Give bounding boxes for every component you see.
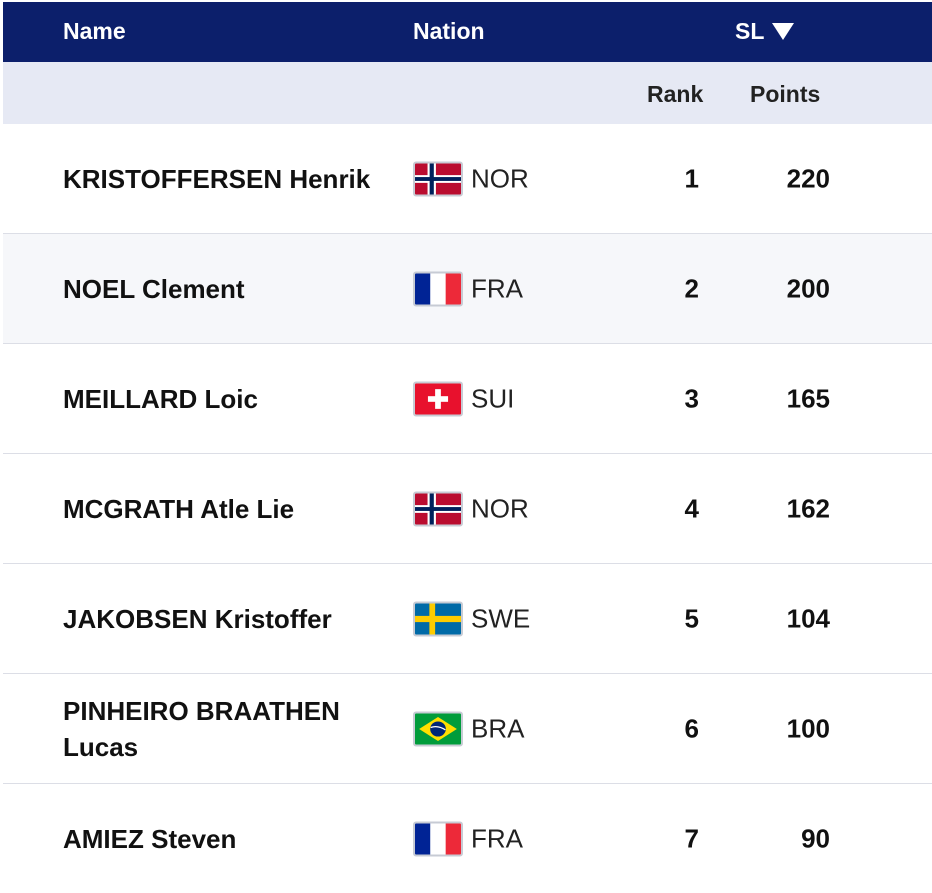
discipline-label: SL: [735, 18, 765, 44]
nation-code: SUI: [471, 383, 515, 413]
triangle-down-icon: [772, 23, 795, 40]
athlete-name[interactable]: MCGRATH Atle Lie: [63, 493, 295, 524]
rank-column-header[interactable]: Rank: [647, 81, 704, 107]
athlete-name[interactable]: KRISTOFFERSEN Henrik: [63, 163, 371, 194]
nation-code: SWE: [471, 603, 531, 633]
points-value: 165: [786, 383, 830, 413]
name-column-header[interactable]: Name: [63, 18, 126, 44]
nation-code: NOR: [471, 493, 529, 523]
france-flag-icon: [413, 821, 463, 856]
points-value: 162: [786, 493, 830, 523]
points-value: 200: [786, 273, 830, 303]
nation-code: BRA: [471, 713, 525, 743]
athlete-name[interactable]: MEILLARD Loic: [63, 383, 258, 414]
norway-flag-icon: [413, 491, 463, 526]
points-column-header[interactable]: Points: [750, 81, 821, 107]
standings-table: Name Nation SL Rank Points KRISTOFFERSEN…: [3, 2, 932, 893]
nation-cell: FRA: [413, 821, 523, 856]
norway-flag-icon: [413, 161, 463, 196]
nation-cell: NOR: [413, 491, 529, 526]
table-row[interactable]: MCGRATH Atle Lie NOR 4 162: [3, 454, 932, 564]
nation-cell: FRA: [413, 271, 523, 306]
points-value: 90: [801, 823, 830, 853]
brazil-flag-icon: [413, 711, 463, 746]
table-row[interactable]: KRISTOFFERSEN Henrik NOR 1 220: [3, 124, 932, 234]
nation-cell: BRA: [413, 711, 524, 746]
rank-value: 6: [684, 713, 699, 743]
athlete-name[interactable]: JAKOBSEN Kristoffer: [63, 603, 332, 634]
discipline-sort-header[interactable]: SL: [735, 18, 795, 45]
rank-value: 7: [684, 823, 699, 853]
table-row[interactable]: PINHEIRO BRAATHEN Lucas BRA 6 100: [3, 674, 932, 784]
table-header: Name Nation SL: [3, 2, 932, 62]
france-flag-icon: [413, 271, 463, 306]
rank-value: 3: [684, 383, 699, 413]
sweden-flag-icon: [413, 601, 463, 636]
athlete-name[interactable]: PINHEIRO BRAATHEN Lucas: [63, 695, 340, 762]
athlete-name[interactable]: AMIEZ Steven: [63, 823, 237, 854]
nation-code: NOR: [471, 163, 529, 193]
points-value: 220: [786, 163, 830, 193]
table-subheader: Rank Points: [3, 62, 932, 124]
rank-value: 5: [684, 603, 699, 633]
nation-code: FRA: [471, 823, 523, 853]
table-row[interactable]: MEILLARD Loic SUI 3 165: [3, 344, 932, 454]
nation-cell: NOR: [413, 161, 529, 196]
points-value: 104: [786, 603, 830, 633]
athlete-name[interactable]: NOEL Clement: [63, 273, 245, 304]
table-row[interactable]: AMIEZ Steven FRA 7 90: [3, 784, 932, 893]
rank-value: 1: [684, 163, 699, 193]
nation-column-header[interactable]: Nation: [413, 18, 485, 44]
table-row[interactable]: JAKOBSEN Kristoffer SWE 5 104: [3, 564, 932, 674]
rank-value: 4: [684, 493, 699, 523]
points-value: 100: [786, 713, 830, 743]
rank-value: 2: [684, 273, 699, 303]
nation-code: FRA: [471, 273, 523, 303]
table-row[interactable]: NOEL Clement FRA 2 200: [3, 234, 932, 344]
nation-cell: SUI: [413, 381, 514, 416]
switzerland-flag-icon: [413, 381, 463, 416]
nation-cell: SWE: [413, 601, 530, 636]
